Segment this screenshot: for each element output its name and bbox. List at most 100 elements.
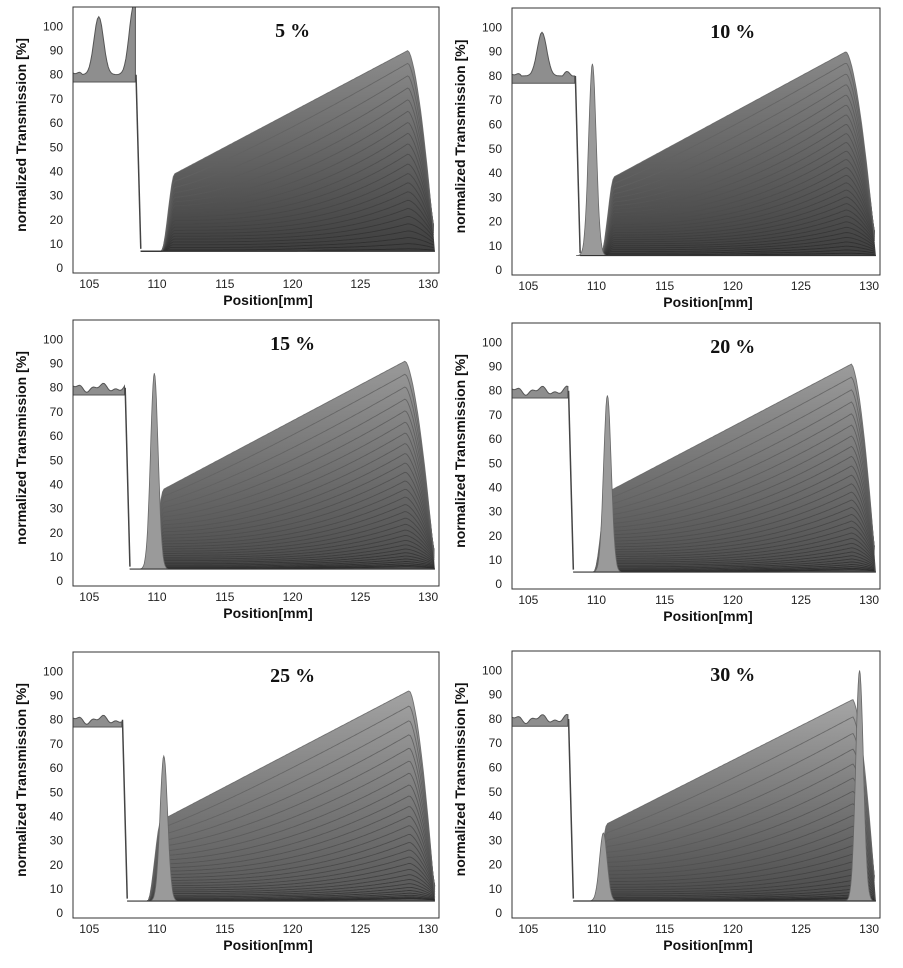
chart-panel-4: 0 10 20 30 40 50 60 70 80 90 100 105 110 115 120 125 130… xyxy=(452,322,881,624)
scan-curve xyxy=(127,894,435,902)
sample-peak xyxy=(587,832,620,902)
scan-curve xyxy=(573,547,875,573)
x-axis-title: Position[mm] xyxy=(663,937,752,953)
scan-curve xyxy=(129,511,435,570)
x-tick-label: 125 xyxy=(791,593,811,607)
scan-curve xyxy=(573,777,875,902)
sample-peak xyxy=(576,63,609,256)
scan-curve xyxy=(573,868,875,902)
scan-curve xyxy=(573,551,875,573)
y-tick-label: 10 xyxy=(489,882,503,896)
transmission-envelope xyxy=(140,50,435,252)
scan-curve xyxy=(127,879,435,902)
y-tick-label: 90 xyxy=(489,688,503,702)
scan-curve xyxy=(127,720,436,902)
y-tick-label: 40 xyxy=(489,480,503,494)
scan-curve xyxy=(127,886,435,902)
y-tick-label: 50 xyxy=(50,453,64,467)
y-tick-label: 0 xyxy=(495,906,502,920)
x-tick-label: 120 xyxy=(283,922,303,936)
y-tick-label: 70 xyxy=(489,408,503,422)
scan-curve xyxy=(129,421,435,570)
scan-curve xyxy=(580,241,875,257)
y-tick-label: 0 xyxy=(56,261,63,275)
panel-title: 5 % xyxy=(275,20,310,42)
scan-curve xyxy=(127,806,436,902)
x-tick-label: 130 xyxy=(859,279,879,293)
y-tick-label: 70 xyxy=(50,405,64,419)
x-tick-label: 120 xyxy=(723,593,743,607)
y-tick-label: 60 xyxy=(489,432,503,446)
y-tick-label: 20 xyxy=(50,526,64,540)
scan-curve xyxy=(580,51,875,257)
scan-curve xyxy=(580,62,875,257)
sample-peak xyxy=(591,395,624,573)
scan-curve xyxy=(140,223,434,252)
scan-curve xyxy=(140,50,435,252)
scan-curve xyxy=(140,122,435,252)
scan-curve xyxy=(573,389,875,573)
scan-curve xyxy=(580,159,875,257)
x-tick-label: 110 xyxy=(587,922,606,936)
scan-curve xyxy=(580,167,875,257)
scan-curve xyxy=(129,548,435,570)
y-tick-label: 100 xyxy=(43,332,63,346)
scan-curve xyxy=(127,883,435,902)
data-layer xyxy=(73,360,435,570)
scan-curve xyxy=(573,555,875,573)
scan-curve xyxy=(129,443,435,570)
scan-curve xyxy=(140,215,434,252)
scan-curve xyxy=(140,153,435,252)
x-tick-label: 125 xyxy=(791,279,811,293)
scan-curve xyxy=(573,499,875,573)
x-tick-label: 105 xyxy=(79,277,99,291)
scan-curve xyxy=(127,772,436,902)
scan-curve xyxy=(580,203,875,257)
scan-curve xyxy=(573,465,875,573)
x-tick-label: 115 xyxy=(655,279,674,293)
scan-curve xyxy=(580,114,875,257)
data-layer xyxy=(512,363,876,573)
scan-curve xyxy=(573,732,875,902)
scan-curve xyxy=(127,856,436,902)
scan-curve xyxy=(573,413,875,573)
panel-title: 25 % xyxy=(270,665,315,687)
scan-curve xyxy=(140,143,435,252)
x-tick-label: 115 xyxy=(215,277,234,291)
y-tick-label: 50 xyxy=(489,142,503,156)
scan-curve xyxy=(127,815,436,902)
scan-curve xyxy=(140,182,435,252)
scan-curve xyxy=(580,226,875,257)
scan-curve xyxy=(580,182,875,257)
x-tick-label: 110 xyxy=(147,590,166,604)
y-tick-label: 100 xyxy=(482,663,502,677)
plot-frame xyxy=(511,322,881,590)
scan-curve xyxy=(580,196,875,257)
x-tick-label: 110 xyxy=(587,593,606,607)
y-tick-label: 100 xyxy=(482,20,502,34)
y-tick-label: 80 xyxy=(50,68,64,82)
y-tick-label: 20 xyxy=(489,858,503,872)
scan-curve xyxy=(573,561,875,573)
y-tick-label: 30 xyxy=(50,189,64,203)
scan-curve xyxy=(129,539,435,570)
y-tick-label: 70 xyxy=(489,736,503,750)
x-tick-label: 125 xyxy=(350,277,370,291)
y-tick-label: 70 xyxy=(50,92,64,106)
panel-title: 30 % xyxy=(710,664,755,686)
plot-frame xyxy=(72,651,440,919)
data-layer xyxy=(73,7,435,252)
scan-curve xyxy=(573,513,875,573)
scan-curve xyxy=(129,552,435,570)
chart-panel-6: 0 10 20 30 40 50 60 70 80 90 100 105 110 115 120 125 130… xyxy=(452,650,881,953)
meniscus-drop xyxy=(567,390,575,570)
x-tick-label: 105 xyxy=(518,922,538,936)
reference-band xyxy=(73,382,125,396)
chart-panel-1: 0 10 20 30 40 50 60 70 80 90 100 105 110 115 120 125 130… xyxy=(13,6,440,308)
scan-curve xyxy=(127,892,435,902)
scan-curve xyxy=(129,360,435,570)
chart-panel-2: 0 10 20 30 40 50 60 70 80 90 100 105 110 115 120 125 130… xyxy=(452,7,881,310)
y-tick-label: 30 xyxy=(50,834,64,848)
y-tick-label: 50 xyxy=(50,785,64,799)
scan-curve xyxy=(129,480,435,570)
